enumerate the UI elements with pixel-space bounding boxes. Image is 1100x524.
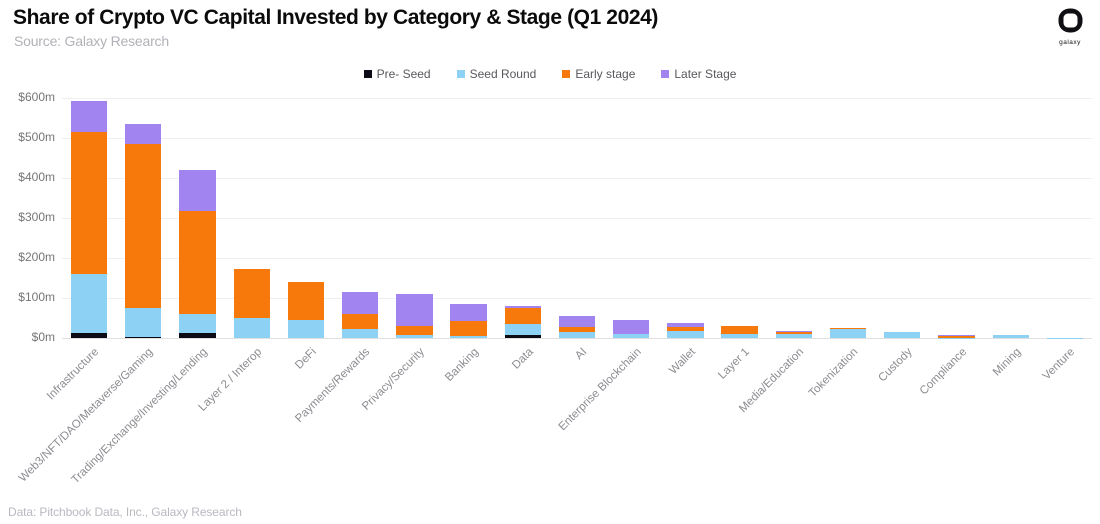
bar-segment-pre_seed xyxy=(70,333,108,338)
bar-segment-early_stage xyxy=(667,327,704,331)
bar-segment-early_stage xyxy=(558,327,596,333)
bar-segment-early_stage xyxy=(450,321,487,336)
y-tick-label: $400m xyxy=(18,170,55,184)
chart-subtitle: Source: Galaxy Research xyxy=(14,33,169,49)
y-tick-label: $600m xyxy=(18,90,55,104)
bar-segment-seed_round xyxy=(884,332,921,338)
galaxy-logo-icon xyxy=(1058,8,1082,33)
bar-segment-early_stage xyxy=(829,328,867,330)
bar-segment-seed_round xyxy=(504,323,541,336)
y-tick-label: $100m xyxy=(18,290,55,304)
bar-segment-early_stage xyxy=(504,307,541,324)
x-tick-label: Tokenization xyxy=(806,346,861,400)
bar-segment-pre_seed xyxy=(125,337,162,338)
bar-segment-pre_seed xyxy=(504,335,541,338)
bar-segment-early_stage xyxy=(125,143,162,309)
bar-segment-seed_round xyxy=(396,334,433,338)
legend-label: Seed Round xyxy=(469,67,537,81)
bar-segment-seed_round xyxy=(775,333,812,338)
gridline xyxy=(62,298,1092,299)
bar-segment-pre_seed xyxy=(179,332,216,338)
x-tick-label: Wallet xyxy=(667,346,698,377)
x-tick-label: Venture xyxy=(1040,346,1078,383)
legend-swatch-icon xyxy=(562,70,571,78)
legend-swatch-icon xyxy=(456,70,465,78)
x-tick-label: AI xyxy=(573,346,590,363)
legend-item: Pre- Seed xyxy=(363,67,431,81)
legend-swatch-icon xyxy=(661,70,670,78)
bar-segment-seed_round xyxy=(450,336,487,338)
bar-segment-seed_round xyxy=(829,329,867,338)
chart-legend: Pre- Seed Seed Round Early stage Later Stag… xyxy=(0,67,1100,81)
y-tick-label: $500m xyxy=(18,130,55,144)
legend-label: Later Stage xyxy=(674,67,737,81)
bar-segment-later_stage xyxy=(667,323,704,328)
bar-segment-later_stage xyxy=(125,124,162,144)
bar-segment-seed_round xyxy=(70,274,108,334)
bar-segment-later_stage xyxy=(179,170,216,212)
legend-item: Seed Round xyxy=(456,67,537,81)
x-tick-label: Layer 1 xyxy=(716,346,753,382)
x-tick-label: Enterprise Blockchain xyxy=(556,346,644,434)
bar-segment-early_stage xyxy=(775,332,812,334)
x-tick-label: DeFi xyxy=(292,346,319,372)
gridline xyxy=(62,178,1092,179)
gridline xyxy=(62,218,1092,219)
legend-label: Early stage xyxy=(575,67,636,81)
bar-segment-early_stage xyxy=(179,211,216,314)
legend-label: Pre- Seed xyxy=(376,67,431,81)
y-tick-label: $300m xyxy=(18,210,55,224)
bar-segment-early_stage xyxy=(287,282,325,320)
bar-segment-early_stage xyxy=(396,326,433,335)
bar-segment-seed_round xyxy=(667,330,704,338)
bar-segment-seed_round xyxy=(125,308,162,338)
legend-item: Early stage xyxy=(562,67,635,81)
bar-segment-later_stage xyxy=(396,294,433,326)
bar-segment-seed_round xyxy=(179,314,216,333)
bar-segment-later_stage xyxy=(341,291,379,314)
bar-segment-later_stage xyxy=(613,320,650,335)
legend-swatch-icon xyxy=(363,70,372,78)
bar-segment-later_stage xyxy=(558,316,596,328)
x-tick-label: Infrastructure xyxy=(45,346,102,403)
data-credit: Data: Pitchbook Data, Inc., Galaxy Resea… xyxy=(8,505,242,519)
bar-segment-seed_round xyxy=(558,332,596,338)
legend-item: Later Stage xyxy=(661,67,736,81)
bar-segment-early_stage xyxy=(938,335,975,338)
gridline xyxy=(62,98,1092,99)
bar-segment-early_stage xyxy=(341,313,379,329)
bar-segment-later_stage xyxy=(450,303,487,322)
bar-segment-later_stage xyxy=(504,306,541,308)
bar-segment-seed_round xyxy=(233,318,270,338)
bar-segment-seed_round xyxy=(721,333,758,338)
chart-title: Share of Crypto VC Capital Invested by C… xyxy=(13,6,659,29)
bar-segment-seed_round xyxy=(287,319,325,338)
bar-segment-seed_round xyxy=(992,335,1029,338)
y-tick-label: $200m xyxy=(18,250,55,264)
gridline xyxy=(62,138,1092,139)
x-tick-label: Data xyxy=(509,346,536,372)
x-tick-label: Mining xyxy=(990,346,1024,379)
galaxy-logo-text: galaxy xyxy=(1059,39,1081,46)
bar-segment-seed_round xyxy=(613,334,650,338)
bar-segment-later_stage xyxy=(70,100,108,132)
bar-segment-early_stage xyxy=(70,132,108,274)
bar-segment-early_stage xyxy=(233,269,270,318)
y-tick-label: $0m xyxy=(31,330,55,344)
bar-segment-early_stage xyxy=(721,326,758,334)
bar-segment-later_stage xyxy=(775,330,812,332)
x-tick-label: Custody xyxy=(876,346,915,385)
bar-segment-later_stage xyxy=(938,334,975,336)
x-tick-label: Compliance xyxy=(917,346,969,398)
x-axis-line xyxy=(62,338,1092,339)
bar-segment-seed_round xyxy=(341,328,379,338)
galaxy-logo: galaxy xyxy=(1050,7,1090,46)
x-tick-label: Banking xyxy=(443,346,482,384)
gridline xyxy=(62,258,1092,259)
